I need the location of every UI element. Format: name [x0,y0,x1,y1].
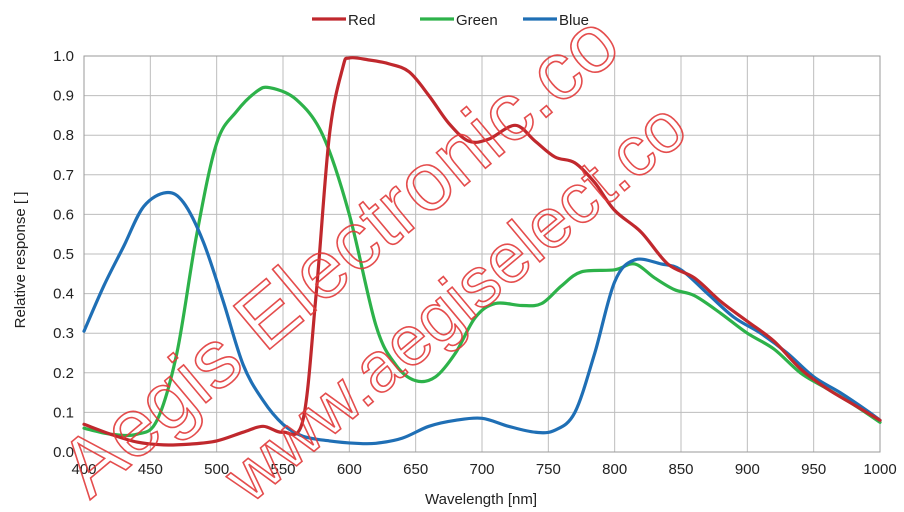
x-tick-label: 1000 [863,461,896,478]
watermark: Aegis Electronic.co www.aegiselect.co [42,0,701,512]
x-tick-label: 850 [668,461,693,478]
y-tick-label: 0.4 [53,286,74,303]
y-tick-label: 0.8 [53,127,74,144]
x-tick-label: 500 [204,461,229,478]
plot-frame [83,55,881,453]
x-tick-label: 450 [138,461,163,478]
legend-label-red: Red [348,12,376,29]
x-tick-label: 600 [337,461,362,478]
legend: Red Green Blue [312,12,589,29]
y-tick-label: 1.0 [53,48,74,65]
y-tick-label: 0.7 [53,167,74,184]
series-lines [82,56,882,447]
y-tick-label: 0.9 [53,88,74,105]
legend-label-blue: Blue [559,12,589,29]
plot-border [83,55,881,453]
y-tick-label: 0.3 [53,325,74,342]
legend-label-green: Green [456,12,498,29]
x-tick-label: 800 [602,461,627,478]
x-tick-label: 950 [801,461,826,478]
x-tick-label: 750 [536,461,561,478]
y-tick-label: 0.6 [53,206,74,223]
x-tick-label: 900 [735,461,760,478]
series-line-green [82,85,882,438]
y-tick-label: 0.5 [53,246,74,263]
x-tick-label: 700 [469,461,494,478]
x-tick-label: 400 [71,461,96,478]
y-axis-ticks: 0.0 0.1 0.2 0.3 0.4 0.5 0.6 0.7 0.8 0.9 1.0 [53,48,74,461]
x-axis-title: Wavelength [nm] [425,491,537,508]
x-tick-label: 550 [270,461,295,478]
y-tick-label: 0.1 [53,404,74,421]
y-axis-title: Relative response [ ] [12,192,29,329]
y-tick-label: 0.2 [53,365,74,382]
x-tick-label: 650 [403,461,428,478]
series-line-red [82,56,882,447]
y-tick-label: 0.0 [53,444,74,461]
x-axis-ticks: 400 450 500 550 600 650 700 750 800 850 900 950 1000 [71,461,896,478]
series-line-blue [82,190,882,446]
